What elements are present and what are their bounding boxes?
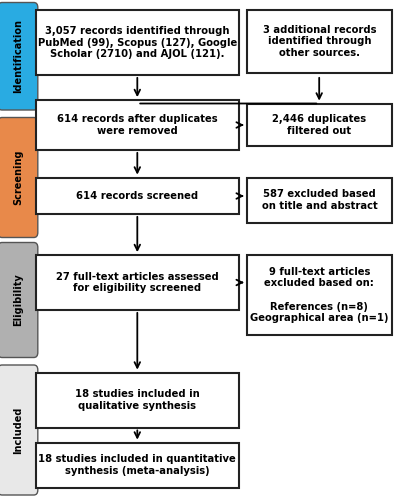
Text: Included: Included [13,406,23,454]
Text: Screening: Screening [13,150,23,205]
Text: 3,057 records identified through
PubMed (99), Scopus (127), Google
Scholar (2710: 3,057 records identified through PubMed … [38,26,237,59]
Text: 18 studies included in quantitative
synthesis (meta-analysis): 18 studies included in quantitative synt… [39,454,236,476]
FancyBboxPatch shape [36,10,239,75]
FancyBboxPatch shape [247,10,392,72]
FancyBboxPatch shape [0,242,38,358]
FancyBboxPatch shape [36,100,239,150]
Text: 2,446 duplicates
filtered out: 2,446 duplicates filtered out [272,114,367,136]
FancyBboxPatch shape [36,178,239,214]
Text: Identification: Identification [13,19,23,93]
Text: 614 records screened: 614 records screened [76,190,198,200]
FancyBboxPatch shape [0,118,38,238]
FancyBboxPatch shape [247,178,392,222]
FancyBboxPatch shape [36,442,239,488]
Text: 27 full-text articles assessed
for eligibility screened: 27 full-text articles assessed for eligi… [56,272,219,293]
FancyBboxPatch shape [36,372,239,428]
FancyBboxPatch shape [0,2,38,110]
FancyBboxPatch shape [36,255,239,310]
FancyBboxPatch shape [0,365,38,495]
Text: 614 records after duplicates
were removed: 614 records after duplicates were remove… [57,114,218,136]
Text: 9 full-text articles
excluded based on:

References (n=8)
Geographical area (n=1: 9 full-text articles excluded based on: … [250,267,388,323]
FancyBboxPatch shape [247,104,392,146]
Text: 18 studies included in
qualitative synthesis: 18 studies included in qualitative synth… [75,389,200,411]
Text: 587 excluded based
on title and abstract: 587 excluded based on title and abstract [261,189,377,211]
FancyBboxPatch shape [247,255,392,335]
Text: Eligibility: Eligibility [13,274,23,326]
Text: 3 additional records
identified through
other sources.: 3 additional records identified through … [263,24,376,58]
